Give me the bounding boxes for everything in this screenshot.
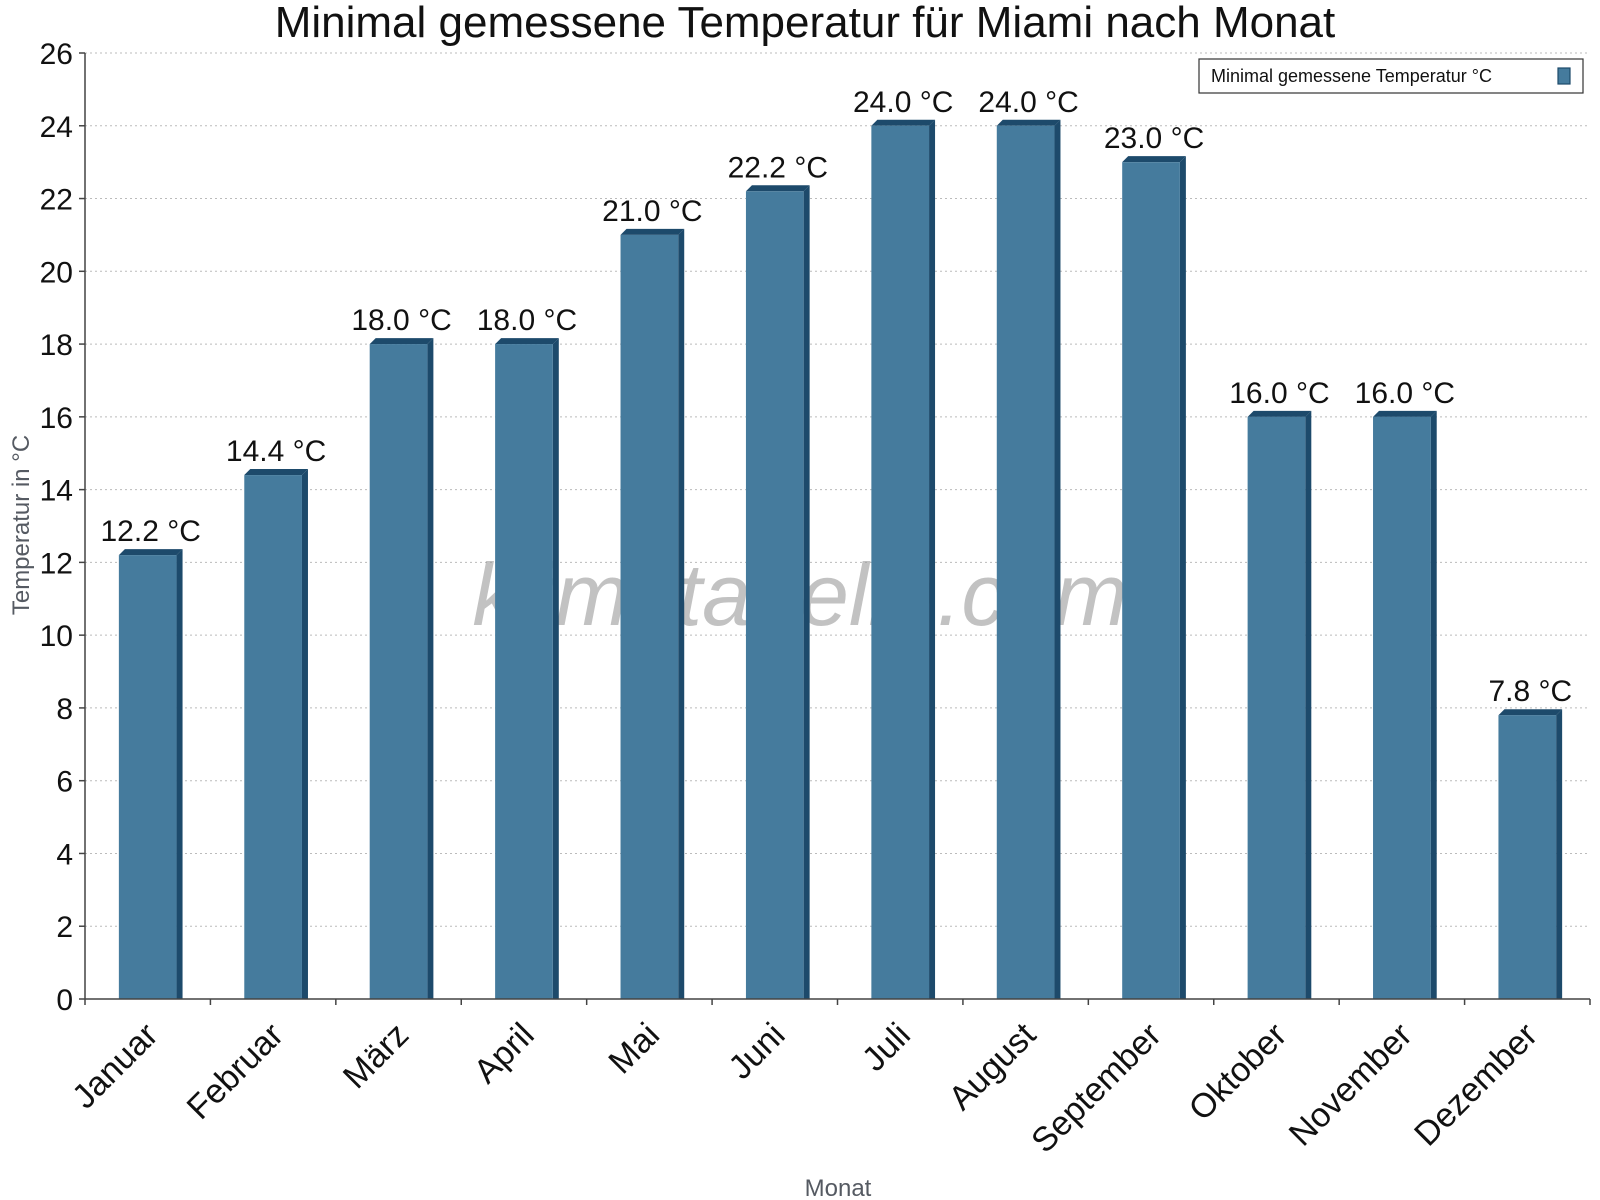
bar-top bbox=[244, 469, 308, 476]
bar-top bbox=[1247, 410, 1312, 417]
bar-side bbox=[1054, 119, 1061, 1000]
bar-top bbox=[620, 228, 685, 235]
legend-swatch bbox=[1557, 67, 1571, 85]
bar-top bbox=[495, 338, 559, 345]
bar-side bbox=[1556, 709, 1563, 999]
bar bbox=[244, 475, 302, 999]
bar bbox=[1498, 715, 1557, 999]
bar-side bbox=[301, 469, 308, 999]
data-label: 14.4 °C bbox=[226, 435, 326, 468]
data-label: 23.0 °C bbox=[1104, 122, 1204, 155]
bar-side bbox=[803, 185, 810, 999]
bar-top bbox=[996, 119, 1061, 126]
bar bbox=[745, 191, 804, 999]
y-tick-label: 4 bbox=[56, 838, 73, 871]
bar-top bbox=[1122, 156, 1186, 163]
y-tick-label: 10 bbox=[40, 620, 73, 653]
y-tick-label: 18 bbox=[40, 329, 73, 362]
bar-side bbox=[929, 119, 936, 1000]
bar bbox=[118, 555, 177, 999]
legend-label: Minimal gemessene Temperatur °C bbox=[1211, 66, 1492, 86]
bar bbox=[1122, 162, 1180, 1000]
data-label: 18.0 °C bbox=[351, 304, 451, 337]
x-axis-title: Monat bbox=[805, 1175, 872, 1200]
bar-top bbox=[745, 185, 810, 192]
y-tick-label: 2 bbox=[56, 911, 73, 944]
y-tick-label: 0 bbox=[56, 984, 73, 1017]
y-tick-label: 6 bbox=[56, 766, 73, 799]
data-label: 16.0 °C bbox=[1355, 377, 1455, 410]
chart-title: Minimal gemessene Temperatur für Miami n… bbox=[275, 0, 1336, 47]
bar-side bbox=[1430, 410, 1437, 999]
bar-side bbox=[176, 549, 183, 999]
data-labels: 12.2 °C 14.4 °C 18.0 °C 18.0 °C 21.0 °C 22.2 … bbox=[101, 86, 1573, 708]
y-tick-label: 20 bbox=[40, 256, 73, 289]
bar bbox=[620, 234, 679, 999]
bar bbox=[369, 344, 428, 1000]
bar bbox=[1373, 416, 1431, 999]
bar-top bbox=[871, 119, 936, 126]
bar-side bbox=[1305, 410, 1312, 999]
y-tick-label: 14 bbox=[40, 475, 73, 508]
grid-lines bbox=[85, 52, 1590, 927]
data-label: 16.0 °C bbox=[1229, 377, 1329, 410]
data-label: 22.2 °C bbox=[728, 151, 828, 184]
bar-top bbox=[1373, 410, 1437, 417]
y-tick-label: 26 bbox=[40, 38, 73, 71]
bar bbox=[495, 344, 553, 1000]
bar-top bbox=[118, 549, 183, 556]
data-label: 24.0 °C bbox=[978, 86, 1078, 119]
bar bbox=[1247, 416, 1306, 999]
bar bbox=[871, 125, 930, 1000]
legend-box bbox=[1198, 58, 1584, 94]
bar bbox=[996, 125, 1055, 1000]
y-tick-label: 8 bbox=[56, 693, 73, 726]
y-tick-label: 24 bbox=[40, 111, 73, 144]
data-label: 21.0 °C bbox=[602, 195, 702, 228]
legend: Minimal gemessene Temperatur °C bbox=[1198, 58, 1584, 94]
y-tick-label: 12 bbox=[40, 547, 73, 580]
data-label: 18.0 °C bbox=[477, 304, 577, 337]
bar-side bbox=[427, 338, 434, 1000]
data-label: 24.0 °C bbox=[853, 86, 953, 119]
bar-side bbox=[552, 338, 559, 1000]
bar-top bbox=[369, 338, 434, 345]
y-tick-label: 22 bbox=[40, 184, 73, 217]
bars bbox=[118, 119, 1563, 1000]
data-label: 7.8 °C bbox=[1488, 675, 1572, 708]
data-label: 12.2 °C bbox=[101, 515, 201, 548]
bar-top bbox=[1498, 709, 1563, 716]
y-tick-label: 16 bbox=[40, 402, 73, 435]
y-axis-title: Temperatur in °C bbox=[8, 435, 35, 615]
bar-side bbox=[678, 228, 685, 999]
bar-side bbox=[1179, 156, 1186, 1000]
